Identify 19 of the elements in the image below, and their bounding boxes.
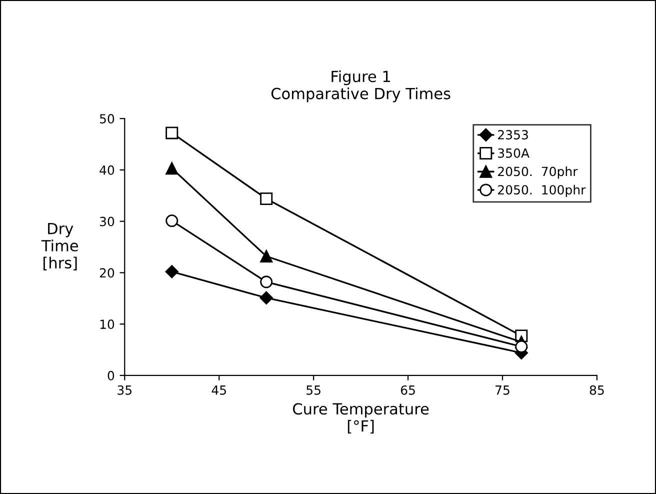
legend-label: 350A: [498, 148, 530, 158]
chart-title: Figure 1 Comparative Dry Times: [271, 70, 450, 102]
y-tick-label: 10: [100, 320, 114, 329]
legend-label: 2050. 70phr: [498, 166, 578, 179]
x-tick-label: 55: [306, 386, 320, 395]
legend-label: 2353: [498, 130, 528, 140]
x-tick-label: 45: [212, 386, 226, 395]
x-tick-label: 65: [400, 385, 415, 395]
y-tick-label: 50: [100, 114, 114, 124]
y-axis-title: Dry Time [hrs]: [41, 222, 78, 270]
y-tick-label: 20: [100, 268, 114, 278]
y-tick-label: 30: [100, 216, 114, 226]
x-tick-label: 75: [496, 386, 510, 395]
x-tick-label: 35: [118, 385, 132, 395]
y-tick-label: 40: [100, 165, 114, 175]
x-tick-label: 85: [590, 385, 604, 395]
legend-label: 2050. 100phr: [498, 184, 586, 197]
y-tick-label: 0: [108, 370, 114, 380]
x-axis-title: Cure Temperature [°F]: [293, 403, 429, 434]
